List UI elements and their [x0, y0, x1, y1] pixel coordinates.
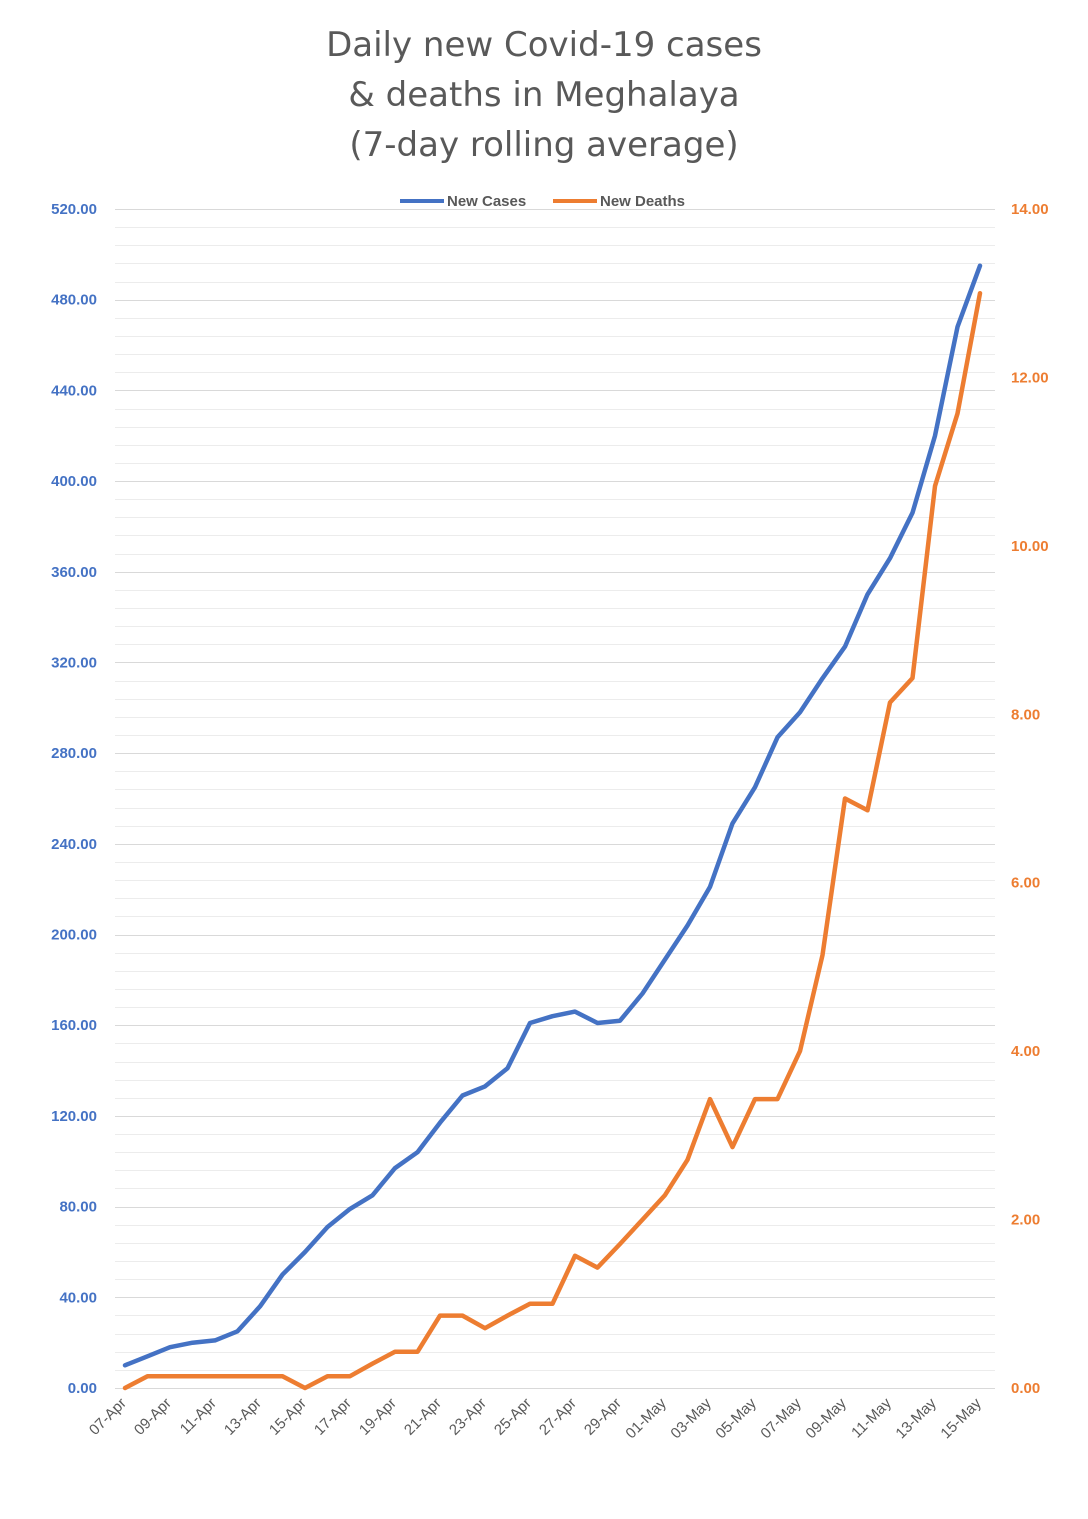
right-axis-tick-label: 0.00 [1011, 1380, 1040, 1397]
left-axis-tick-label: 240.00 [51, 836, 97, 853]
x-axis-tick-label: 07-Apr [86, 1395, 130, 1439]
x-axis-tick-label: 09-May [802, 1394, 850, 1442]
legend-label-new-deaths: New Deaths [600, 193, 685, 210]
left-axis-tick-label: 440.00 [51, 382, 97, 399]
x-axis-tick-label: 27-Apr [536, 1395, 580, 1439]
right-axis-tick-labels: 0.00 2.00 4.00 6.00 8.00 10.00 12.00 14.00 [1011, 201, 1049, 1397]
x-axis-tick-label: 07-May [757, 1394, 805, 1442]
x-axis-tick-label: 15-Apr [266, 1395, 310, 1439]
left-axis-tick-label: 200.00 [51, 927, 97, 944]
chart-title-line-1: Daily new Covid-19 cases [326, 25, 762, 65]
series-line-new-cases [122, 263, 983, 1368]
series-line-new-deaths [122, 290, 983, 1391]
right-axis-tick-label: 6.00 [1011, 875, 1040, 892]
legend-label-new-cases: New Cases [447, 193, 526, 210]
left-axis-tick-labels: 0.00 40.00 80.00 120.00 160.00 200.00 240.00 28… [51, 201, 97, 1397]
series-lines [122, 263, 983, 1391]
x-axis-tick-label: 03-May [667, 1394, 715, 1442]
x-axis-tick-label: 25-Apr [491, 1395, 535, 1439]
right-axis-tick-label: 4.00 [1011, 1043, 1040, 1060]
x-axis-tick-label: 19-Apr [356, 1395, 400, 1439]
x-axis-tick-label: 11-Apr [177, 1395, 220, 1438]
left-axis-tick-label: 320.00 [51, 654, 97, 671]
right-axis-tick-label: 2.00 [1011, 1212, 1040, 1229]
left-axis-tick-label: 400.00 [51, 473, 97, 490]
left-axis-tick-label: 280.00 [51, 745, 97, 762]
chart-legend: New Cases New Deaths [400, 193, 685, 210]
left-axis-tick-label: 480.00 [51, 292, 97, 309]
right-axis-tick-label: 14.00 [1011, 201, 1049, 218]
x-axis-tick-label: 23-Apr [446, 1395, 490, 1439]
x-axis-tick-label: 05-May [712, 1394, 760, 1442]
x-axis-tick-label: 09-Apr [131, 1395, 175, 1439]
x-axis-tick-label: 17-Apr [311, 1395, 355, 1439]
x-axis-tick-label: 11-May [848, 1394, 895, 1441]
chart-title-line-2: & deaths in Meghalaya [348, 75, 739, 115]
x-axis-tick-label: 13-May [892, 1394, 940, 1442]
chart-title: Daily new Covid-19 cases & deaths in Meg… [326, 25, 762, 165]
x-axis-tick-label: 13-Apr [221, 1395, 265, 1439]
x-axis-tick-label: 01-May [622, 1394, 670, 1442]
x-axis-tick-label: 21-Apr [401, 1395, 445, 1439]
left-axis-tick-label: 0.00 [68, 1380, 97, 1397]
gridlines [115, 209, 995, 1389]
chart-title-line-3: (7-day rolling average) [349, 125, 738, 165]
x-axis-tick-labels: 07-Apr 09-Apr 11-Apr 13-Apr 15-Apr 17-Apr 19-A… [86, 1394, 985, 1442]
right-axis-tick-label: 8.00 [1011, 706, 1040, 723]
left-axis-tick-label: 40.00 [59, 1289, 97, 1306]
left-axis-tick-label: 120.00 [51, 1108, 97, 1125]
x-axis-tick-label: 15-May [937, 1394, 985, 1442]
left-axis-tick-label: 360.00 [51, 564, 97, 581]
left-axis-tick-label: 520.00 [51, 201, 97, 218]
right-axis-tick-label: 10.00 [1011, 538, 1049, 555]
x-axis-tick-label: 29-Apr [581, 1395, 625, 1439]
right-axis-tick-label: 12.00 [1011, 369, 1049, 386]
left-axis-tick-label: 160.00 [51, 1017, 97, 1034]
left-axis-tick-label: 80.00 [59, 1199, 97, 1216]
